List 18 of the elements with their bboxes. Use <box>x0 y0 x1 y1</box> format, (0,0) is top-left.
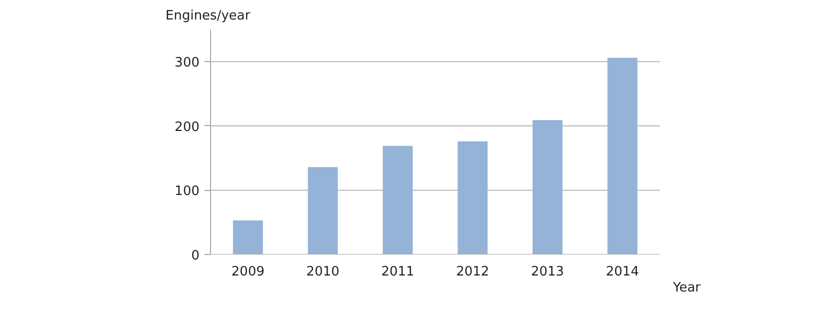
x-tick-label: 2012 <box>456 264 490 280</box>
y-tick-label: 100 <box>174 184 200 200</box>
x-tick-label: 2013 <box>530 264 564 280</box>
bar <box>308 167 338 254</box>
bar <box>382 146 413 254</box>
y-axis-title: Engines/year <box>166 8 251 24</box>
y-tick-label: 300 <box>174 56 200 71</box>
y-tick-label: 0 <box>191 248 200 264</box>
y-tick-label: 200 <box>174 120 200 135</box>
bar <box>607 58 638 254</box>
x-tick-label: 2010 <box>306 264 340 280</box>
bar <box>232 220 263 254</box>
x-tick-label: 2009 <box>231 264 264 280</box>
x-tick-label: 2011 <box>381 264 414 280</box>
bar <box>458 141 488 254</box>
x-tick-label: 2014 <box>606 264 639 280</box>
x-axis-title: Year <box>672 280 702 296</box>
bar <box>532 120 563 254</box>
